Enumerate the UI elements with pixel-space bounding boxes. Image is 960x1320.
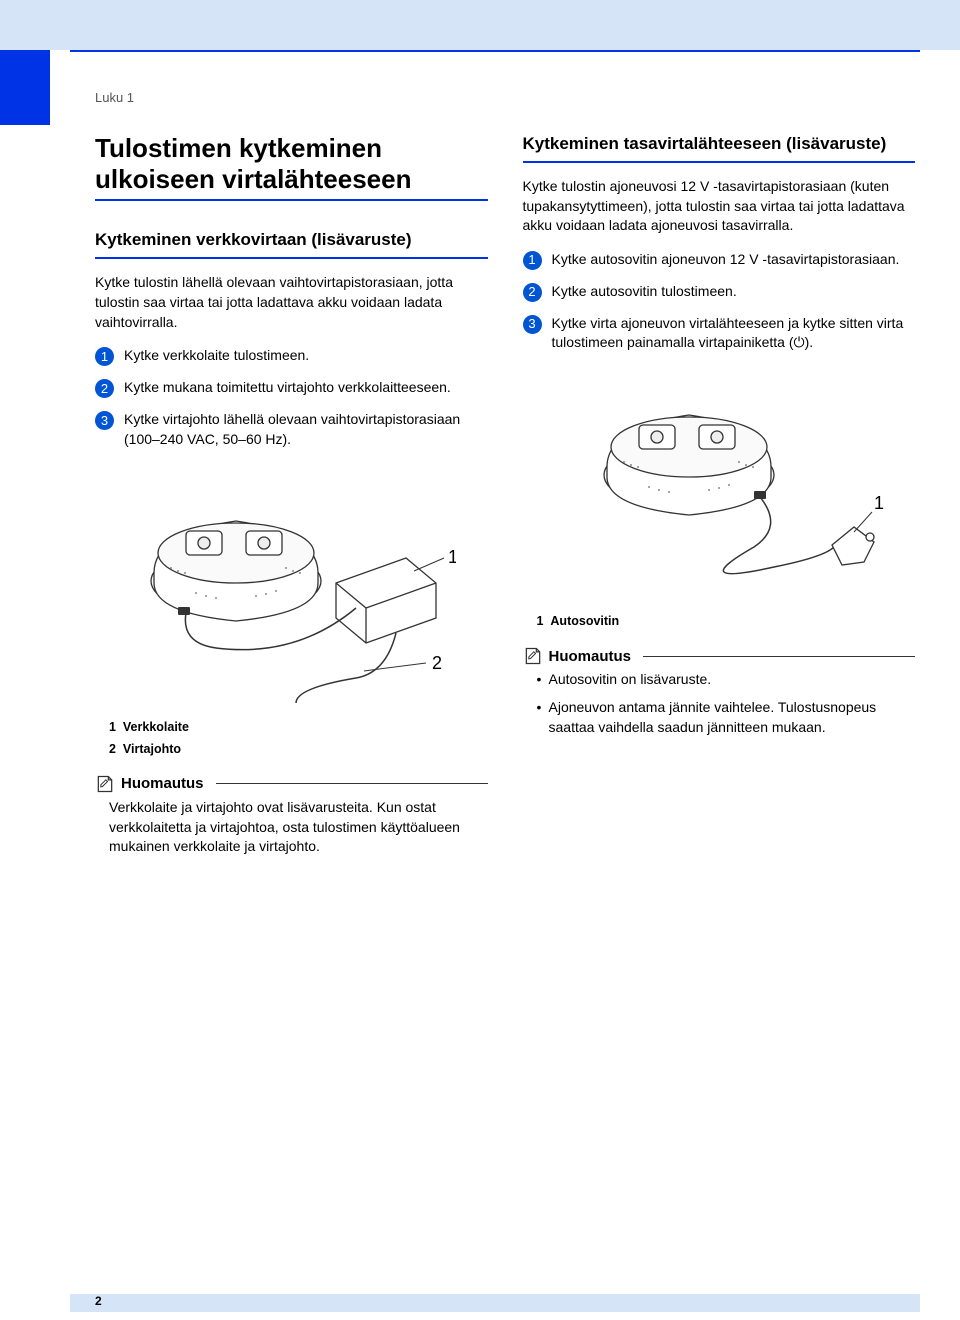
columns: Tulostimen kytkeminen ulkoiseen virtaläh… xyxy=(95,133,915,857)
legend-item: 2 Virtajohto xyxy=(109,739,488,760)
step-item: 2 Kytke mukana toimitettu virtajohto verk… xyxy=(95,378,488,398)
legend-left: 1 Verkkolaite 2 Virtajohto xyxy=(109,717,488,760)
legend-right: 1 Autosovitin xyxy=(537,611,916,632)
step-item: 1 Kytke autosovitin ajoneuvon 12 V -tasav… xyxy=(523,250,916,270)
side-tab xyxy=(0,50,50,125)
section-subtitle-right: Kytkeminen tasavirtalähteeseen (lisävaru… xyxy=(523,133,916,155)
svg-text:2: 2 xyxy=(432,653,442,673)
intro-right: Kytke tulostin ajoneuvosi 12 V -tasavirt… xyxy=(523,177,916,236)
page-number: 2 xyxy=(95,1294,102,1308)
step-number-icon: 1 xyxy=(95,347,114,366)
column-right: Kytkeminen tasavirtalähteeseen (lisävaru… xyxy=(523,133,916,857)
note-body-right: Autosovitin on lisävaruste. Ajoneuvon an… xyxy=(537,670,916,737)
step-item: 2 Kytke autosovitin tulostimeen. xyxy=(523,282,916,302)
note-icon xyxy=(95,774,115,794)
step-text: Kytke verkkolaite tulostimeen. xyxy=(124,346,309,366)
footer-bar xyxy=(70,1294,920,1312)
note-icon xyxy=(523,646,543,666)
column-left: Tulostimen kytkeminen ulkoiseen virtaläh… xyxy=(95,133,488,857)
step-item: 3 Kytke virta ajoneuvon virtalähteeseen j… xyxy=(523,314,916,353)
step-number-icon: 3 xyxy=(95,411,114,430)
note-bullet: Ajoneuvon antama jännite vaihtelee. Tulo… xyxy=(537,698,916,737)
header-bar xyxy=(0,0,960,50)
note-body-left: Verkkolaite ja virtajohto ovat lisävarus… xyxy=(109,798,488,857)
figure-left: 1 2 xyxy=(95,463,488,703)
section-subtitle-left: Kytkeminen verkkovirtaan (lisävaruste) xyxy=(95,229,488,251)
page-title: Tulostimen kytkeminen ulkoiseen virtaläh… xyxy=(95,133,488,201)
intro-left: Kytke tulostin lähellä olevaan vaihtovir… xyxy=(95,273,488,332)
subtitle-rule xyxy=(95,257,488,259)
figure-right: 1 xyxy=(523,367,916,597)
note-title: Huomautus xyxy=(121,775,204,792)
step-number-icon: 2 xyxy=(523,283,542,302)
steps-right: 1 Kytke autosovitin ajoneuvon 12 V -tasav… xyxy=(523,250,916,353)
printer-ac-illustration: 1 2 xyxy=(126,463,456,703)
step-text: Kytke virtajohto lähellä olevaan vaihtov… xyxy=(124,410,488,449)
step-number-icon: 3 xyxy=(523,315,542,334)
step-text: Kytke virta ajoneuvon virtalähteeseen ja… xyxy=(552,314,916,353)
step-text: Kytke mukana toimitettu virtajohto verkk… xyxy=(124,378,451,398)
step-item: 3 Kytke virtajohto lähellä olevaan vaihto… xyxy=(95,410,488,449)
subtitle-rule xyxy=(523,161,916,163)
note-bullet: Autosovitin on lisävaruste. xyxy=(537,670,916,690)
svg-text:1: 1 xyxy=(448,547,456,567)
chapter-label: Luku 1 xyxy=(95,90,915,105)
step-item: 1 Kytke verkkolaite tulostimeen. xyxy=(95,346,488,366)
step-number-icon: 2 xyxy=(95,379,114,398)
step-number-icon: 1 xyxy=(523,251,542,270)
page-content: Luku 1 Tulostimen kytkeminen ulkoiseen v… xyxy=(95,90,915,1260)
svg-text:1: 1 xyxy=(874,493,884,513)
note-rule xyxy=(643,656,915,657)
note-rule xyxy=(216,783,488,784)
top-rule xyxy=(70,50,920,52)
legend-item: 1 Verkkolaite xyxy=(109,717,488,738)
note-title: Huomautus xyxy=(549,648,632,665)
note-heading-right: Huomautus xyxy=(523,646,916,666)
steps-left: 1 Kytke verkkolaite tulostimeen. 2 Kytke m… xyxy=(95,346,488,449)
step-text: Kytke autosovitin ajoneuvon 12 V -tasavi… xyxy=(552,250,900,270)
printer-dc-illustration: 1 xyxy=(554,367,884,597)
step-text: Kytke autosovitin tulostimeen. xyxy=(552,282,737,302)
note-heading-left: Huomautus xyxy=(95,774,488,794)
legend-item: 1 Autosovitin xyxy=(537,611,916,632)
page-footer: 2 xyxy=(0,1282,960,1312)
